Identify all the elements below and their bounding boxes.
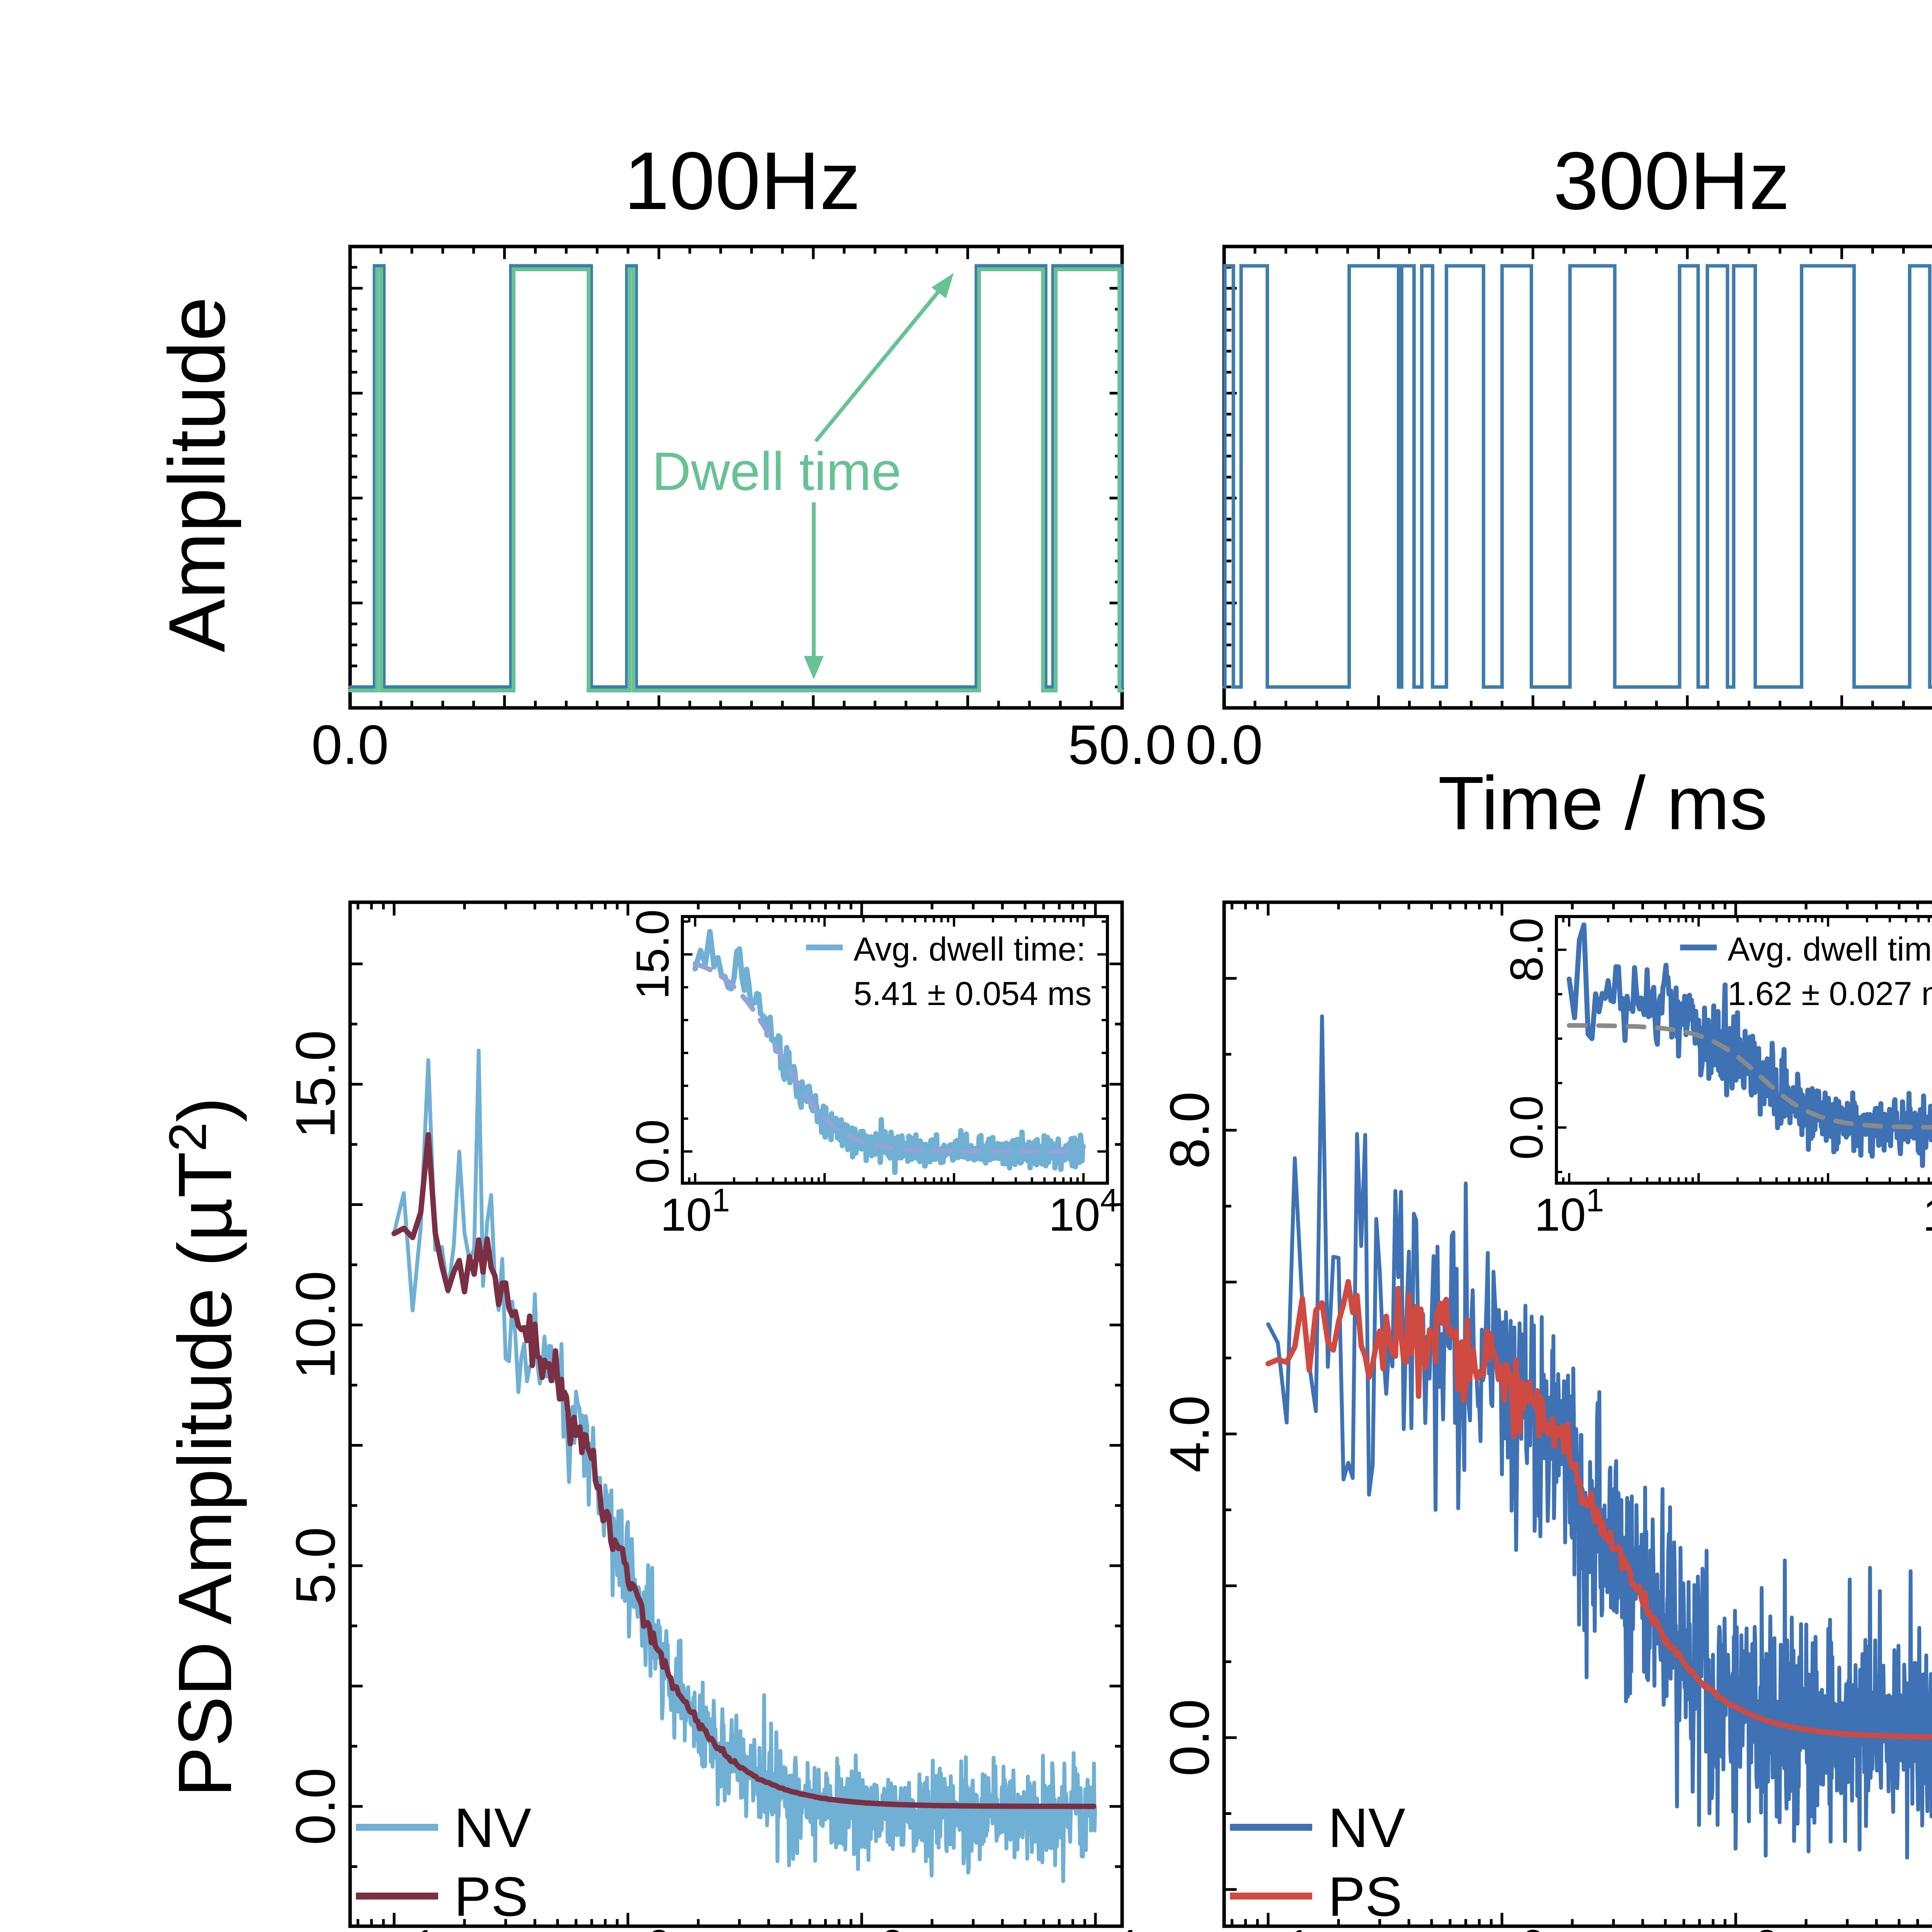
svg-text:0.0: 0.0 [1158,1699,1221,1776]
svg-text:5.0: 5.0 [284,1527,347,1604]
svg-text:8.0: 8.0 [1158,1092,1221,1169]
svg-text:5.41 ± 0.054 ms: 5.41 ± 0.054 ms [854,975,1092,1012]
svg-text:PS: PS [454,1866,528,1928]
svg-text:Avg. dwell time:: Avg. dwell time: [854,931,1086,968]
svg-text:8.0: 8.0 [1501,918,1553,982]
svg-text:1.62 ± 0.027 ms: 1.62 ± 0.027 ms [1728,975,1932,1012]
svg-text:Time / ms: Time / ms [1438,761,1768,845]
svg-text:0.0: 0.0 [627,1119,679,1184]
svg-text:0.0: 0.0 [1501,1095,1553,1160]
svg-text:15.0: 15.0 [627,909,679,1000]
svg-text:10.0: 10.0 [284,1271,347,1379]
svg-text:15.0: 15.0 [284,1030,347,1138]
svg-text:PS: PS [1328,1866,1402,1928]
svg-text:50.0: 50.0 [1068,714,1176,776]
svg-text:4.0: 4.0 [1158,1395,1221,1473]
svg-text:Avg. dwell time:: Avg. dwell time: [1728,931,1932,968]
svg-text:0.0: 0.0 [1185,714,1263,776]
svg-text:Amplitude: Amplitude [152,297,242,652]
svg-text:NV: NV [1328,1797,1405,1859]
svg-text:NV: NV [454,1797,531,1859]
svg-text:PSD Amplitude (µT2): PSD Amplitude (µT2) [158,1097,247,1797]
svg-text:300Hz: 300Hz [1553,135,1790,226]
svg-text:100Hz: 100Hz [624,135,861,226]
svg-text:0.0: 0.0 [311,714,389,776]
svg-text:Dwell time: Dwell time [652,441,901,502]
svg-text:104: 104 [1923,1182,1932,1241]
svg-text:0.0: 0.0 [284,1768,347,1845]
